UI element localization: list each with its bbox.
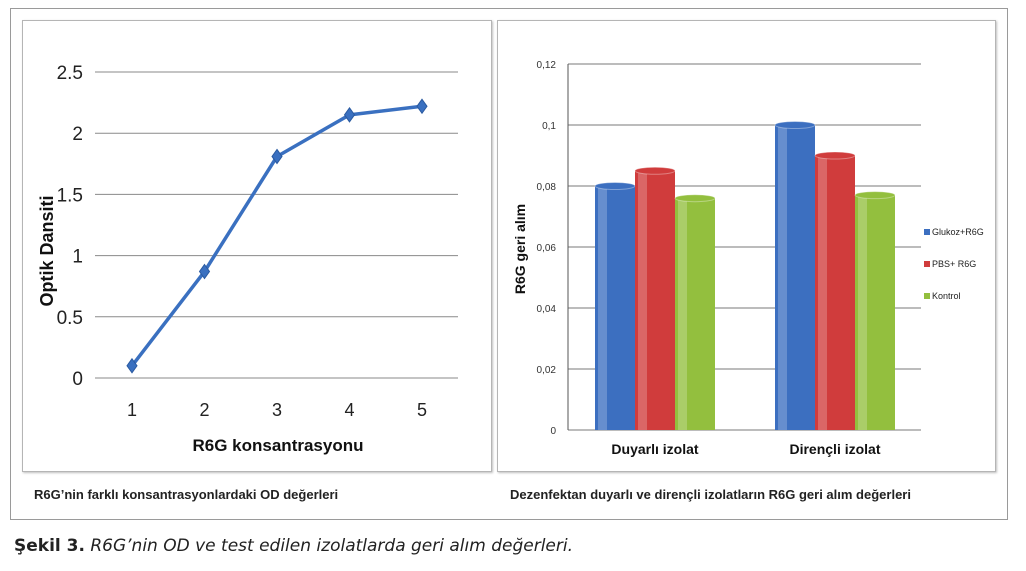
x-category-label: Duyarlı izolat: [611, 441, 698, 457]
line-chart-caption: R6G’nin farklı konsantrasyonlardaki OD d…: [34, 487, 339, 502]
legend-label: Kontrol: [932, 291, 961, 301]
y-tick-label: 0,04: [537, 304, 557, 315]
y-tick-label: 0.5: [57, 308, 83, 329]
y-tick-label: 2: [72, 124, 83, 145]
bar-highlight: [598, 186, 607, 430]
y-tick-label: 1.5: [57, 185, 83, 206]
od-data-point: [343, 106, 356, 123]
y-tick-label: 0,12: [537, 60, 557, 71]
bar: [775, 125, 815, 430]
bar-chart-caption: Dezenfektan duyarlı ve dirençli izolatla…: [510, 487, 911, 502]
legend-label: PBS+ R6G: [932, 259, 976, 269]
x-axis-title: R6G konsantrasyonu: [193, 436, 364, 455]
x-tick-label: 3: [272, 400, 282, 420]
y-tick-label: 2.5: [57, 63, 83, 84]
od-data-point: [416, 98, 428, 115]
figure-caption: Şekil 3. R6G’nin OD ve test edilen izola…: [14, 536, 573, 556]
bar: [815, 155, 855, 430]
bar-top: [774, 121, 816, 129]
legend-swatch: [924, 293, 930, 299]
legend-swatch: [924, 261, 930, 267]
od-line-chart: 0 0.5 1 1.5 2 2.5 1 2 3 4 5 R6G konsantrasyonu Optik…: [37, 63, 458, 455]
y-tick-label: 0: [72, 369, 83, 390]
x-category-label: Dirençli izolat: [789, 441, 880, 457]
bar: [635, 170, 675, 430]
y-tick-label: 0,08: [537, 182, 557, 193]
x-tick-label: 5: [417, 400, 427, 420]
y-tick-label: 0: [550, 426, 556, 437]
od-data-point: [198, 263, 211, 280]
figure-label: Şekil 3.: [14, 536, 85, 556]
uptake-bar-chart: 0 0,02 0,04 0,06 0,08 0,1 0,12 R6G geri alım Duy…: [512, 60, 984, 457]
bar: [595, 186, 635, 430]
bar-top: [814, 151, 856, 160]
x-tick-label: 1: [127, 400, 137, 420]
x-tick-label: 2: [199, 400, 209, 420]
bar-highlight: [858, 195, 867, 430]
bar-top: [634, 166, 676, 175]
bar-highlight: [778, 125, 787, 430]
y-axis-title: Optik Dansiti: [37, 195, 57, 306]
bar-highlight: [818, 155, 827, 430]
x-tick-label: 4: [344, 400, 354, 420]
od-series-line: [130, 104, 423, 367]
bar-top: [854, 191, 896, 200]
legend-label: Glukoz+R6G: [932, 227, 984, 237]
y-tick-label: 0,06: [537, 243, 557, 254]
od-data-point: [271, 148, 283, 165]
legend-swatch: [924, 229, 930, 235]
od-data-point: [126, 357, 138, 374]
bar-top: [674, 194, 716, 203]
figure-caption-text: R6G’nin OD ve test edilen izolatlarda ge…: [84, 536, 573, 556]
od-line-chart-panel: 0 0.5 1 1.5 2 2.5 1 2 3 4 5 R6G konsantrasyonu Optik…: [22, 20, 492, 472]
y-tick-label: 0,1: [542, 121, 556, 132]
y-tick-label: 0,02: [537, 365, 557, 376]
bar: [855, 195, 895, 430]
y-tick-label: 1: [72, 247, 83, 268]
bar: [675, 198, 715, 430]
y-axis-title: R6G geri alım: [512, 204, 528, 294]
bar-top: [594, 182, 636, 190]
uptake-bar-chart-panel: 0 0,02 0,04 0,06 0,08 0,1 0,12 R6G geri alım Duy…: [497, 20, 996, 472]
bar-highlight: [678, 198, 687, 430]
bar-highlight: [638, 170, 647, 430]
